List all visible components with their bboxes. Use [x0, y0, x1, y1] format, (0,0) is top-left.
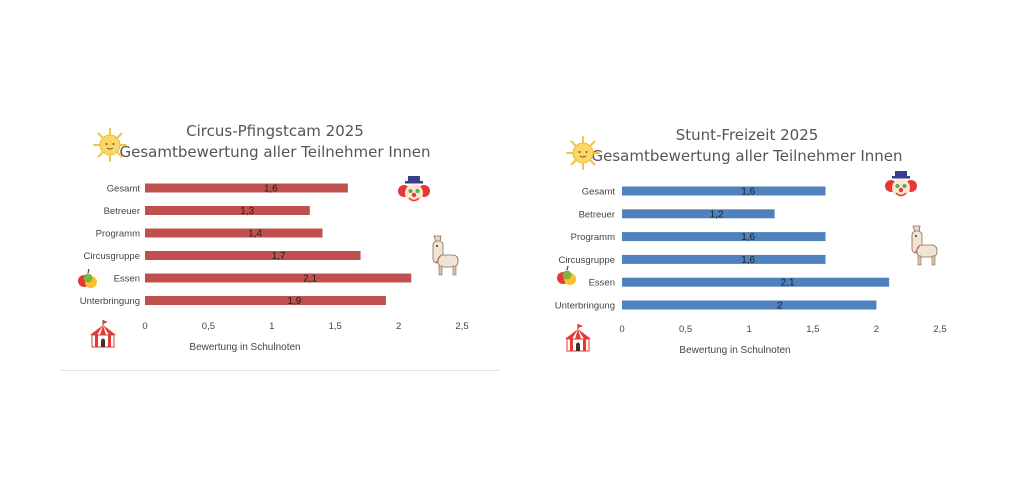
chart-title-line2: Gesamtbewertung aller Teilnehmer Innen — [119, 143, 430, 161]
category-label: Programm — [571, 232, 615, 243]
x-tick-label: 0,5 — [202, 321, 215, 332]
bar — [145, 206, 310, 215]
chart-title-line2: Gesamtbewertung aller Teilnehmer Innen — [591, 147, 902, 165]
x-tick-label: 1 — [269, 321, 274, 332]
category-label: Essen — [114, 274, 140, 285]
x-tick-label: 1,5 — [329, 321, 342, 332]
x-tick-label: 1,5 — [806, 324, 819, 335]
x-axis-label: Bewertung in Schulnoten — [679, 345, 790, 356]
category-label: Gesamt — [582, 187, 616, 198]
bar — [622, 277, 890, 287]
x-tick-label: 1 — [747, 324, 752, 335]
x-tick-label: 0 — [619, 324, 624, 335]
data-label: 1,4 — [248, 229, 262, 240]
circus-tent-icon — [90, 320, 116, 348]
category-label: Betreuer — [104, 206, 140, 217]
clown-icon — [885, 171, 917, 197]
data-label: 1,3 — [240, 206, 254, 217]
bar — [145, 251, 361, 260]
sun-icon — [566, 136, 600, 170]
category-label: Gesamt — [107, 184, 141, 195]
bar — [145, 296, 386, 305]
data-label: 1,6 — [741, 255, 755, 266]
category-label: Programm — [96, 229, 140, 240]
fruit-icon — [557, 265, 576, 285]
x-tick-label: 2 — [396, 321, 401, 332]
category-label: Essen — [589, 278, 615, 289]
category-label: Unterbringung — [80, 296, 140, 307]
bar — [622, 232, 826, 242]
category-label: Unterbringung — [555, 301, 615, 312]
clown-icon — [398, 176, 430, 202]
bar — [145, 183, 348, 193]
llama-icon — [432, 235, 459, 276]
x-tick-label: 2 — [874, 324, 879, 335]
category-label: Circusgruppe — [559, 255, 616, 266]
data-label: 2,1 — [303, 274, 317, 285]
x-tick-label: 2,5 — [933, 324, 946, 335]
data-label: 1,6 — [264, 184, 278, 195]
x-tick-label: 0 — [142, 321, 147, 332]
chart-panel-right: Stunt-Freizeit 2025 Gesamtbewertung alle… — [535, 105, 975, 370]
bar — [145, 273, 412, 283]
category-label: Betreuer — [579, 209, 615, 220]
x-tick-label: 2,5 — [455, 321, 468, 332]
bar-chart-right: Stunt-Freizeit 2025 Gesamtbewertung alle… — [555, 126, 947, 356]
bar — [622, 300, 877, 310]
x-tick-label: 0,5 — [679, 324, 692, 335]
category-label: Circusgruppe — [84, 251, 141, 262]
bar-chart-left: Circus-Pfingstcam 2025 Gesamtbewertung a… — [80, 122, 469, 353]
data-label: 1,9 — [287, 296, 301, 307]
llama-icon — [911, 225, 938, 266]
x-axis-label: Bewertung in Schulnoten — [189, 342, 300, 353]
chart-title-line1: Circus-Pfingstcam 2025 — [186, 122, 364, 140]
data-label: 1,6 — [741, 187, 755, 198]
data-label: 2,1 — [781, 278, 795, 289]
bar — [622, 209, 775, 219]
fruit-icon — [78, 268, 97, 288]
data-label: 1,6 — [741, 232, 755, 243]
chart-title-line1: Stunt-Freizeit 2025 — [676, 126, 819, 144]
chart-panel-left: Circus-Pfingstcam 2025 Gesamtbewertung a… — [60, 105, 500, 371]
bar — [622, 254, 826, 264]
bar — [622, 186, 826, 196]
bar — [145, 228, 323, 238]
circus-tent-icon — [565, 324, 591, 352]
data-label: 1,7 — [272, 251, 286, 262]
data-label: 1,2 — [710, 209, 724, 220]
sun-icon — [93, 128, 127, 162]
data-label: 2 — [777, 301, 783, 312]
